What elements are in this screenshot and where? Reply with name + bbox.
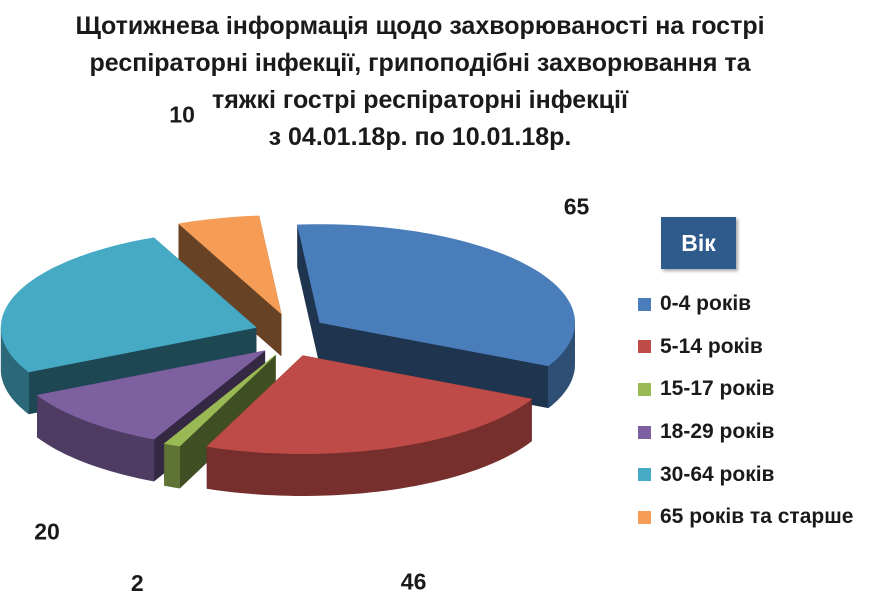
data-label: 65	[564, 193, 590, 219]
legend-item: 5-14 років	[638, 326, 853, 369]
title-line: тяжкі гострі респіраторні інфекції	[211, 86, 629, 114]
legend-item: 15-17 років	[638, 368, 853, 411]
pie-slice	[37, 350, 266, 440]
legend-swatch	[638, 468, 651, 482]
legend-item: 30-64 років	[638, 453, 853, 496]
legend-title: Вік	[661, 217, 736, 269]
data-label: 46	[401, 569, 427, 595]
slice-wall	[164, 443, 180, 489]
pie-slice	[0, 237, 257, 373]
legend-label: 18-29 років	[660, 420, 775, 444]
pie-slice	[297, 224, 576, 367]
legend-item: 65 років та старше	[638, 496, 853, 539]
chart-title: Щотижнева інформація щодо захворюваності…	[0, 8, 840, 156]
legend-swatch	[638, 510, 651, 524]
legend-label: 5-14 років	[660, 334, 763, 358]
legend-label: 65 років та старше	[660, 505, 854, 529]
title-line: Щотижнева інформація щодо захворюваності…	[75, 12, 765, 40]
legend-item: 0-4 років	[638, 283, 853, 326]
pie-slice	[206, 355, 532, 455]
legend-label: 30-64 років	[660, 462, 775, 486]
data-label: 2	[131, 570, 144, 596]
legend-label: 0-4 років	[660, 292, 752, 316]
legend-swatch	[638, 340, 651, 354]
legend-label: 15-17 років	[660, 377, 775, 401]
legend-swatch	[638, 382, 651, 396]
title-line: респіраторні інфекції, грипоподібні захв…	[89, 49, 751, 77]
title-line: з 04.01.18р. по 10.01.18р.	[268, 123, 572, 151]
pie-slice	[178, 215, 282, 314]
data-label: 20	[34, 518, 60, 544]
pie-slice	[164, 354, 276, 447]
legend-swatch	[638, 425, 651, 439]
data-label: 10	[169, 101, 195, 127]
legend-item: 18-29 років	[638, 411, 853, 454]
legend-swatch	[638, 297, 651, 311]
legend: 0-4 років 5-14 років 15-17 років 18-29 р…	[638, 283, 853, 539]
